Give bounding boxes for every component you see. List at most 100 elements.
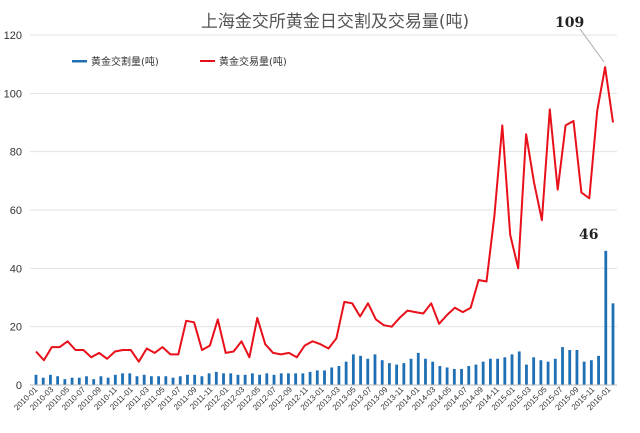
bar-delivery (503, 357, 507, 385)
bar-delivery (63, 379, 67, 385)
bar-delivery (222, 373, 225, 385)
bar-delivery (157, 376, 161, 385)
bar-delivery (279, 373, 283, 385)
x-axis-ticks: 2010-012010-032010-052010-072010-092010-… (12, 385, 613, 413)
bar-delivery (388, 363, 391, 385)
bar-delivery (186, 374, 189, 385)
callout-peak-trading: 109 (555, 15, 584, 31)
y-tick-label: 120 (4, 30, 22, 42)
bar-delivery (424, 358, 427, 385)
bar-delivery (604, 250, 608, 385)
bar-delivery (481, 361, 485, 385)
bar-delivery (272, 374, 276, 385)
bar-delivery (323, 370, 326, 385)
bar-delivery (416, 352, 420, 385)
bar-delivery (344, 361, 348, 385)
bar-delivery (41, 377, 45, 385)
legend-swatch-delivery (72, 60, 87, 63)
bar-delivery (510, 354, 514, 385)
bar-delivery (308, 371, 312, 385)
bar-delivery (301, 373, 305, 385)
legend: 黄金交割量(吨) 黄金交易量(吨) (72, 55, 287, 68)
bar-delivery (589, 360, 593, 385)
bar-delivery (214, 371, 218, 385)
bar-delivery (142, 374, 146, 385)
bar-delivery (229, 373, 233, 385)
bar-delivery (85, 376, 88, 385)
gridlines (30, 34, 617, 328)
bar-delivery (496, 358, 499, 385)
bar-delivery (99, 376, 103, 385)
bar-delivery (474, 364, 478, 385)
legend-label-delivery: 黄金交割量(吨) (91, 55, 159, 68)
bar-delivery (460, 368, 463, 385)
bar-delivery (337, 366, 341, 385)
bar-delivery (532, 357, 536, 385)
bar-delivery (258, 374, 261, 385)
bar-delivery (517, 351, 521, 385)
bar-delivery (575, 350, 579, 385)
bar-delivery (243, 374, 247, 385)
annotations: 109 46 (555, 15, 605, 243)
y-axis-ticks: 0 20 40 60 80 100 120 (4, 30, 22, 392)
y-tick-label: 0 (16, 380, 22, 392)
bar-delivery (193, 374, 197, 385)
y-tick-label: 100 (4, 88, 22, 100)
bar-delivery (611, 303, 615, 385)
bar-delivery (207, 373, 211, 385)
bar-delivery (56, 376, 60, 385)
y-tick-label: 60 (10, 205, 22, 217)
bar-delivery (330, 367, 334, 385)
legend-label-trading: 黄金交易量(吨) (219, 55, 287, 68)
bar-delivery (373, 354, 377, 385)
bar-delivery (438, 366, 442, 385)
bar-delivery (409, 358, 413, 385)
bar-delivery (178, 376, 182, 385)
bar-delivery (265, 373, 269, 385)
line-series-trading (35, 66, 614, 363)
bar-delivery (236, 374, 240, 385)
bar-delivery (568, 350, 572, 385)
bar-delivery (402, 363, 406, 385)
bar-delivery (546, 361, 550, 385)
bar-delivery (351, 354, 355, 385)
bar-delivery (92, 379, 96, 385)
bar-delivery (553, 358, 557, 385)
bar-delivery (452, 368, 456, 385)
bar-delivery (70, 377, 74, 385)
bar-delivery (135, 376, 139, 385)
bar-delivery (128, 373, 132, 385)
bar-delivery (164, 376, 168, 385)
bar-delivery (488, 358, 492, 385)
bar-delivery (380, 360, 384, 385)
bar-delivery (34, 374, 38, 385)
bar-delivery (366, 358, 370, 385)
callout-leader-109 (579, 28, 605, 63)
bar-delivery (200, 376, 204, 385)
bar-delivery (445, 367, 449, 385)
callout-peak-delivery: 46 (579, 227, 598, 243)
line-trading (35, 66, 614, 363)
bar-delivery (467, 366, 471, 385)
bar-delivery (561, 347, 564, 385)
bar-delivery (431, 361, 435, 385)
bar-delivery (150, 376, 153, 385)
bar-delivery (49, 374, 52, 385)
y-tick-label: 20 (10, 322, 22, 334)
bar-delivery (250, 373, 254, 385)
bar-delivery (106, 377, 110, 385)
bar-delivery (171, 377, 175, 385)
y-tick-label: 80 (10, 147, 22, 159)
bar-delivery (315, 370, 319, 385)
y-tick-label: 40 (10, 263, 22, 275)
bar-delivery (121, 373, 124, 385)
chart-title: 上海金交所黄金日交割及交易量(吨) (201, 12, 469, 32)
bar-delivery (113, 374, 117, 385)
bar-delivery (525, 364, 528, 385)
bar-delivery (597, 355, 600, 385)
bar-delivery (359, 355, 362, 385)
bar-delivery (77, 377, 81, 385)
bar-delivery (582, 361, 586, 385)
bar-delivery (395, 364, 399, 385)
